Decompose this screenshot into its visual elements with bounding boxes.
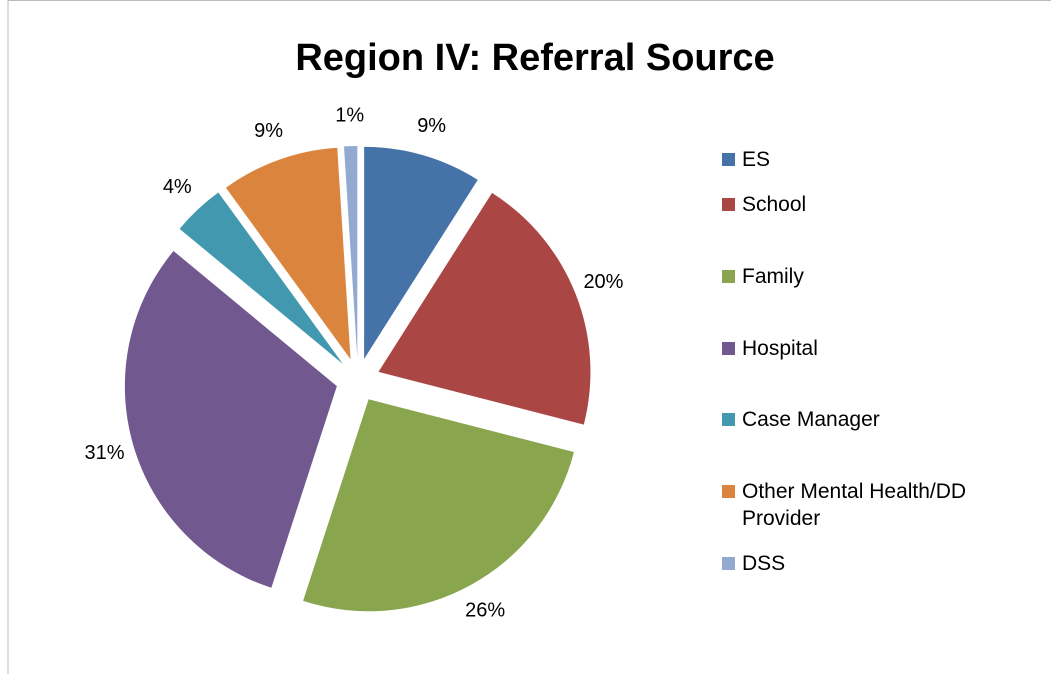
pie-slice <box>225 147 351 360</box>
chart-title: Region IV: Referral Source <box>295 37 774 79</box>
legend-label: Family <box>742 265 804 288</box>
data-label: 4% <box>163 176 192 198</box>
legend-swatch <box>722 153 735 166</box>
legend-swatch <box>722 342 735 355</box>
legend-label: Other Mental Health/DD Provider <box>742 480 967 530</box>
pie-slice <box>303 399 574 612</box>
data-label: 26% <box>465 600 505 622</box>
legend-label: Hospital <box>742 337 818 360</box>
legend-entry: Family <box>722 263 1022 290</box>
legend-entry: DSS <box>722 550 1022 577</box>
pie-slice <box>343 146 358 359</box>
legend-swatch <box>722 413 735 426</box>
legend-label: School <box>742 193 807 216</box>
legend-swatch <box>722 485 735 498</box>
chart-frame <box>7 0 1051 674</box>
pie-slice <box>378 192 591 425</box>
data-label: 20% <box>583 271 623 293</box>
legend-entry: Case Manager <box>722 406 1022 433</box>
legend-entry: ES <box>722 146 1022 173</box>
legend-label: Case Manager <box>742 408 880 431</box>
data-label: 9% <box>254 120 283 142</box>
data-label: 1% <box>335 104 364 126</box>
legend-entry: Other Mental Health/DD Provider <box>722 478 1022 532</box>
legend-swatch <box>722 557 735 570</box>
pie-slice <box>364 146 478 359</box>
legend-label: DSS <box>742 552 786 575</box>
legend-swatch <box>722 270 735 283</box>
legend-entry: Hospital <box>722 335 1022 362</box>
data-label: 9% <box>417 115 446 137</box>
pie-slice <box>124 251 337 588</box>
legend-entry: School <box>722 191 1022 218</box>
data-label: 31% <box>84 442 124 464</box>
pie-slice <box>179 192 343 364</box>
legend-label: ES <box>742 148 771 171</box>
legend-swatch <box>722 198 735 211</box>
